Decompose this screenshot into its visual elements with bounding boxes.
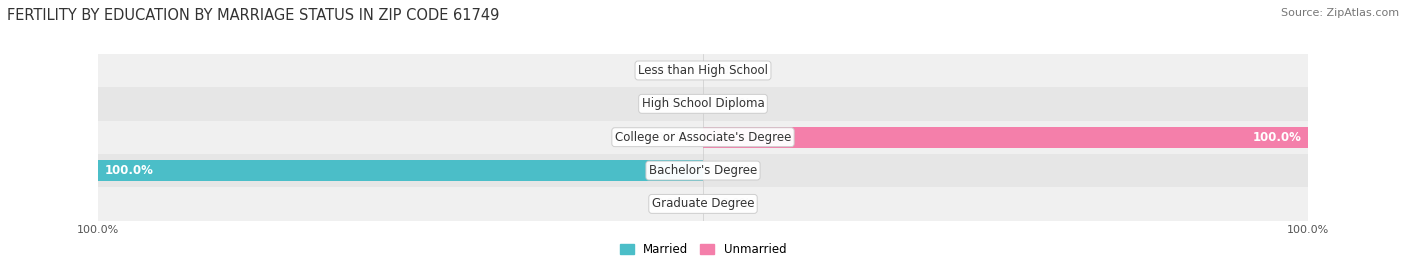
Text: 100.0%: 100.0% — [1253, 131, 1302, 144]
Text: 0.0%: 0.0% — [721, 164, 751, 177]
Text: High School Diploma: High School Diploma — [641, 97, 765, 110]
Bar — [98, 87, 1308, 121]
Bar — [98, 154, 1308, 187]
Text: College or Associate's Degree: College or Associate's Degree — [614, 131, 792, 144]
Text: Bachelor's Degree: Bachelor's Degree — [650, 164, 756, 177]
Text: 0.0%: 0.0% — [721, 97, 751, 110]
Text: 0.0%: 0.0% — [655, 131, 685, 144]
Bar — [98, 54, 1308, 87]
Text: 0.0%: 0.0% — [655, 97, 685, 110]
Bar — [98, 187, 1308, 221]
Text: 100.0%: 100.0% — [104, 164, 153, 177]
Bar — [98, 160, 703, 181]
Bar — [98, 121, 1308, 154]
Text: 0.0%: 0.0% — [655, 197, 685, 210]
Text: 0.0%: 0.0% — [655, 64, 685, 77]
Text: FERTILITY BY EDUCATION BY MARRIAGE STATUS IN ZIP CODE 61749: FERTILITY BY EDUCATION BY MARRIAGE STATU… — [7, 8, 499, 23]
Text: 0.0%: 0.0% — [721, 64, 751, 77]
Text: 0.0%: 0.0% — [721, 197, 751, 210]
Bar — [703, 127, 1308, 147]
Text: Graduate Degree: Graduate Degree — [652, 197, 754, 210]
Text: Less than High School: Less than High School — [638, 64, 768, 77]
Text: Source: ZipAtlas.com: Source: ZipAtlas.com — [1281, 8, 1399, 18]
Legend: Married, Unmarried: Married, Unmarried — [614, 238, 792, 260]
